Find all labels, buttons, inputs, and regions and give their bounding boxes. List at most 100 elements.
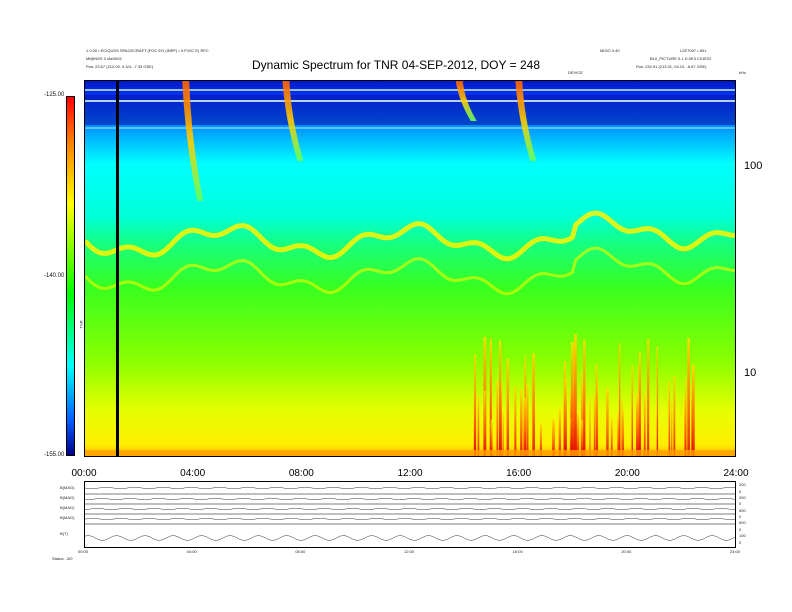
burst-spike — [621, 399, 623, 456]
burst-spike — [639, 351, 641, 456]
colorbar-tick-bottom: -155.00 — [44, 452, 65, 458]
burst-spike — [668, 381, 671, 456]
colorbar-tick-mid: -140.00 — [44, 273, 65, 279]
burst-spike — [523, 397, 526, 456]
x-tick-1: 04:00 — [180, 468, 206, 479]
burst-spike — [656, 345, 659, 456]
burst-spike — [593, 394, 596, 456]
spectrogram-svg — [85, 81, 735, 456]
mag-x-tick-1: 04:00 — [186, 549, 197, 554]
freq-tick-100: 100 — [744, 160, 763, 172]
plasma-line-lower — [85, 246, 735, 296]
mag-x-tick-6: 24:00 — [730, 549, 741, 554]
magnetometer-svg — [84, 486, 736, 541]
burst-spike — [692, 363, 694, 456]
mag-right-label-7: 500 — [739, 520, 746, 525]
burst-spike — [617, 413, 619, 456]
header-left-line1: 1 0.00 • ECIQUSS SPACECRAFT (FOC EO (INR… — [86, 48, 209, 53]
low-frequency-bursts-layer — [85, 334, 735, 456]
mag-x-tick-2: 08:00 — [295, 549, 306, 554]
burst-spike — [618, 343, 621, 456]
burst-spike — [583, 339, 586, 456]
band-line-2 — [85, 100, 735, 102]
burst-spike — [483, 390, 486, 456]
burst-spike — [691, 383, 693, 456]
header-right-line2: MIGO 0.40 — [600, 48, 620, 53]
freq-axis-unit: kHz — [739, 70, 746, 75]
radio-event-1 — [182, 81, 204, 201]
burst-spike — [514, 386, 517, 456]
header-right-line3: B10_PICTURE 0.1 D.0E3 C01E22 — [650, 56, 712, 61]
burst-spike — [647, 339, 650, 456]
radio-events-layer — [182, 81, 537, 201]
burst-spike — [606, 387, 609, 456]
mag-row-label-4: B(MAG) — [60, 515, 75, 520]
burst-spike — [673, 375, 676, 456]
plasma-line-layer — [85, 210, 735, 296]
mag-right-label-8: 0 — [739, 527, 742, 532]
burst-spike — [490, 338, 492, 456]
burst-spike — [671, 400, 673, 456]
burst-spike — [582, 421, 584, 456]
burst-spike — [474, 354, 477, 456]
dark-band — [85, 95, 735, 125]
burst-spike — [643, 392, 646, 456]
colorbar-tick-top: -125.00 — [44, 92, 65, 98]
mag-right-label-1: 200 — [739, 482, 746, 487]
mag-trace-5 — [84, 535, 736, 541]
header-right-line1: L2E7007 • 801 — [680, 48, 707, 53]
colorbar — [66, 96, 75, 456]
mag-right-label-9: 100 — [739, 533, 746, 538]
mag-trace-3 — [84, 507, 736, 511]
burst-spike — [636, 393, 640, 456]
burst-spike — [570, 342, 574, 456]
burst-spike — [622, 410, 624, 456]
burst-spike — [596, 379, 599, 456]
status-footer: Status: -3/0 — [52, 556, 73, 561]
radio-event-4 — [515, 81, 537, 161]
radio-event-3 — [455, 81, 477, 121]
freq-tick-10: 10 — [744, 367, 757, 379]
x-tick-5: 20:00 — [614, 468, 640, 479]
burst-spike — [687, 337, 690, 456]
burst-spike — [539, 423, 542, 456]
burst-spike — [502, 410, 504, 456]
mag-row-label-1: B(MAG) — [60, 485, 75, 490]
burst-spike — [576, 414, 580, 456]
header-left-line3: Pos: 23.67 (212.00, 0.3/4, -7.33 GSE) — [86, 64, 154, 69]
spectrogram-plot — [84, 80, 736, 457]
mag-right-label-2: 0 — [739, 489, 742, 494]
mag-right-label-10: 0 — [739, 540, 742, 545]
burst-spike — [580, 419, 583, 456]
mag-right-label-3: 200 — [739, 495, 746, 500]
burst-spike — [631, 365, 633, 456]
band-line-1 — [85, 89, 735, 91]
burst-spike — [532, 353, 535, 456]
burst-spike — [558, 408, 561, 456]
mag-row-label-2: B(MAG) — [60, 495, 75, 500]
mag-trace-4 — [84, 517, 736, 521]
bottom-rim — [85, 450, 735, 456]
burst-spike — [595, 364, 598, 456]
burst-spike — [526, 383, 529, 456]
radio-event-2 — [282, 81, 304, 161]
colorbar-label: TNR — [78, 320, 84, 329]
burst-spike — [520, 388, 523, 456]
x-tick-4: 16:00 — [506, 468, 532, 479]
burst-spike — [589, 396, 591, 456]
x-tick-0: 00:00 — [71, 468, 97, 479]
burst-spike — [610, 417, 613, 456]
band-line-3 — [85, 127, 735, 129]
header-left-line2: Mi@NSS 3 •8e0002 — [86, 56, 122, 61]
mag-trace-2 — [84, 497, 736, 501]
burst-spike — [564, 378, 567, 456]
burst-spike — [552, 418, 555, 456]
mag-right-label-4: 0 — [739, 501, 742, 506]
mag-x-tick-0: 00:00 — [78, 549, 89, 554]
burst-spike — [490, 419, 493, 456]
x-tick-2: 08:00 — [288, 468, 314, 479]
mag-row-label-3: B(MAG) — [60, 505, 75, 510]
burst-spike — [506, 358, 509, 456]
burst-spike — [581, 372, 583, 456]
mag-right-label-6: 0 — [739, 514, 742, 519]
